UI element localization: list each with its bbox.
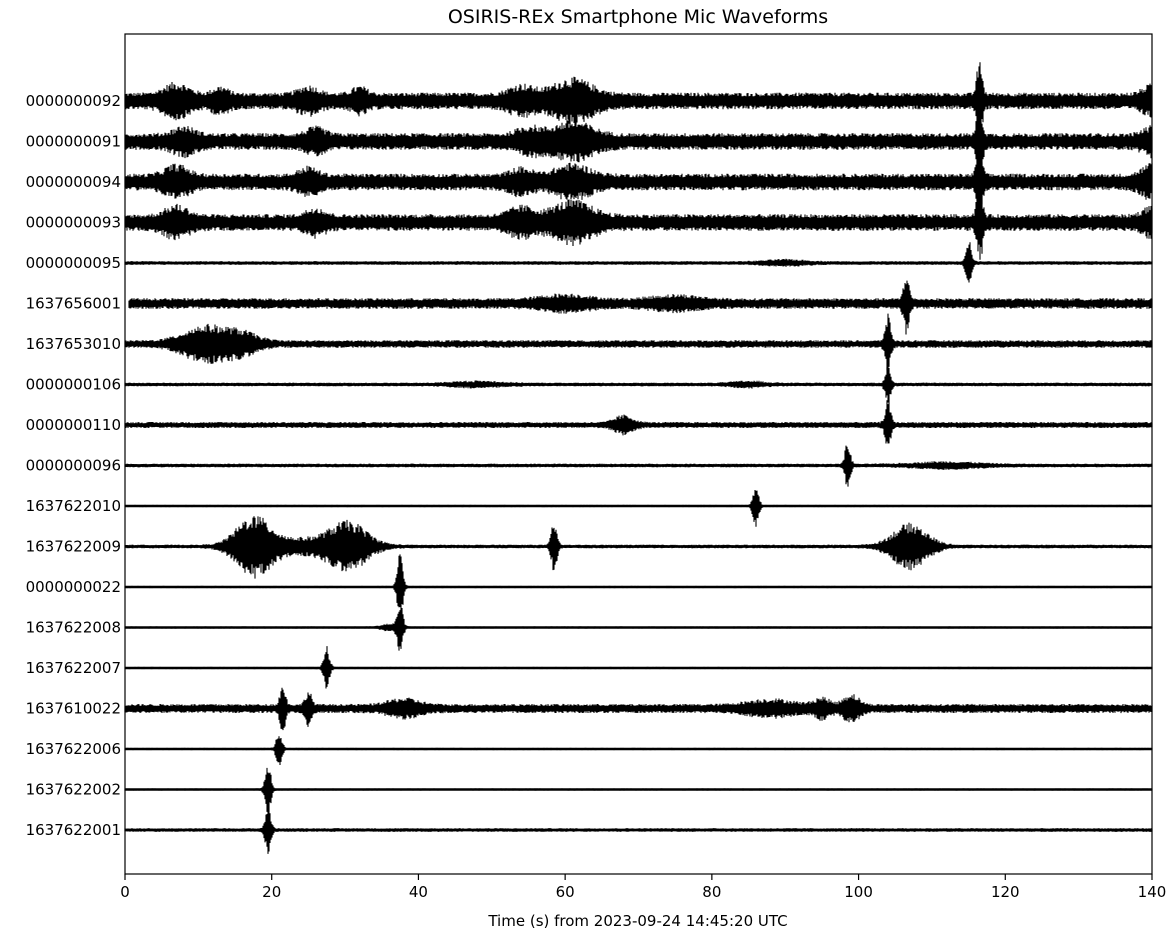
- chart-title: OSIRIS-REx Smartphone Mic Waveforms: [448, 6, 828, 28]
- station-label: 0000000095: [26, 254, 121, 272]
- plot-frame: [124, 33, 1153, 875]
- waveform-0000000092: [124, 62, 1153, 140]
- x-tick-label: 40: [409, 883, 428, 901]
- waveform-1637622008: [124, 608, 1153, 651]
- waveform-1637610022: [124, 687, 1153, 731]
- waveform-1637622007: [124, 646, 1153, 689]
- station-label: 1637610022: [26, 700, 121, 718]
- station-label: 1637656001: [26, 295, 121, 313]
- waveform-1637656001: [128, 280, 1153, 335]
- station-label: 1637622006: [26, 740, 121, 758]
- waveform-1637622006: [124, 736, 1153, 765]
- waveform-0000000091: [124, 104, 1153, 176]
- station-labels: 0000000092 0000000091 0000000094 0000000093…: [26, 92, 121, 839]
- waveform-1637622002: [124, 767, 1153, 817]
- station-label: 0000000110: [26, 416, 121, 434]
- x-tick-label: 80: [702, 883, 721, 901]
- station-label: 0000000096: [26, 457, 121, 475]
- station-label: 0000000022: [26, 578, 121, 596]
- station-label: 0000000093: [26, 214, 121, 232]
- x-tick-label: 120: [991, 883, 1020, 901]
- station-label: 1637622007: [26, 659, 121, 677]
- waveform-1637622010: [124, 490, 1153, 527]
- waveform-0000000095: [124, 242, 1153, 283]
- waveform-0000000106: [124, 367, 1153, 403]
- x-tick-label: 20: [262, 883, 281, 901]
- waveform-1637622009: [124, 516, 1153, 579]
- x-tick-label: 100: [844, 883, 873, 901]
- x-tick-label: 140: [1138, 883, 1167, 901]
- x-axis: 0 20 40 60 80 100 120 140: [120, 874, 1166, 901]
- station-label: 1637622009: [26, 538, 121, 556]
- x-tick-label: 0: [120, 883, 130, 901]
- waveform-1637653010: [124, 313, 1153, 374]
- station-label: 0000000106: [26, 376, 121, 394]
- station-label: 0000000092: [26, 92, 121, 110]
- waveform-0000000096: [124, 445, 1153, 487]
- station-label: 1637622002: [26, 781, 121, 799]
- x-tick-label: 60: [556, 883, 575, 901]
- waveform-0000000022: [124, 554, 1153, 620]
- waveform-1637622001: [124, 805, 1153, 854]
- waveform-0000000110: [124, 400, 1153, 444]
- station-label: 0000000094: [26, 173, 121, 191]
- waveform-traces: [124, 62, 1153, 854]
- station-label: 0000000091: [26, 133, 121, 151]
- waveform-0000000094: [124, 145, 1153, 218]
- station-label: 1637622010: [26, 497, 121, 515]
- x-axis-label: Time (s) from 2023-09-24 14:45:20 UTC: [487, 912, 787, 930]
- station-label: 1637622001: [26, 821, 121, 839]
- waveform-0000000093: [124, 187, 1153, 260]
- station-label: 1637622008: [26, 619, 121, 637]
- station-label: 1637653010: [26, 335, 121, 353]
